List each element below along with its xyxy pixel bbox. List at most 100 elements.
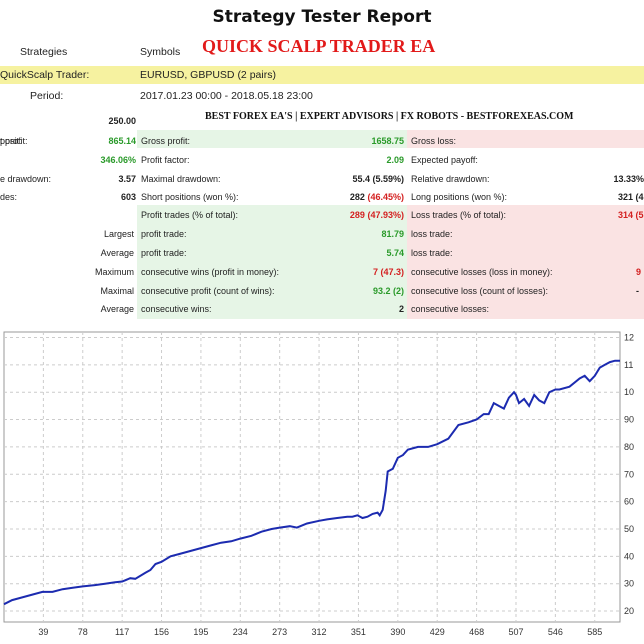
profit-trades-label: Profit trades (% of total): xyxy=(141,210,239,220)
site-banner: BEST FOREX EA'S | EXPERT ADVISORS | FX R… xyxy=(205,111,574,122)
short-positions-label: Short positions (won %): xyxy=(141,192,239,202)
chart-y-tick-label: 12 xyxy=(624,332,634,342)
gross-loss-bg xyxy=(407,130,644,148)
gross-profit-value: 1658.75 xyxy=(371,136,404,146)
loss-trades-bg xyxy=(407,205,644,319)
left-value-trades: 603 xyxy=(120,192,136,202)
symbols-value: EURUSD, GBPUSD (2 pairs) xyxy=(140,69,276,81)
chart-x-tick-label: 351 xyxy=(351,627,366,637)
consecutive-losses-money-label: consecutive losses (loss in money): xyxy=(411,267,553,277)
short-positions-count: 282 xyxy=(349,192,365,202)
chart-x-tick-label: 117 xyxy=(115,627,129,637)
short-positions-pct: (46.45%) xyxy=(367,192,404,202)
left-value-profit: 865.14 xyxy=(108,136,136,146)
strategies-header: Strategies xyxy=(20,46,68,58)
period-label: Period: xyxy=(30,90,64,102)
left-label-drawdown: e drawdown: xyxy=(0,174,52,184)
chart-y-tick-label: 90 xyxy=(624,415,634,425)
report-title: Strategy Tester Report xyxy=(212,7,432,27)
consecutive-loss-count-value: - xyxy=(636,286,639,296)
left-label-trades: des: xyxy=(0,192,18,202)
chart-frame xyxy=(3,331,621,623)
symbols-pairs: (2 pairs) xyxy=(237,69,276,81)
chart-grid xyxy=(3,331,621,623)
chart-y-tick-label: 70 xyxy=(624,469,634,479)
largest-profit-value: 81.79 xyxy=(381,229,404,239)
chart-y-ticks: 12 11 10 90 80 70 60 50 40 30 20 xyxy=(624,332,634,616)
profit-trades-pct: (47.93%) xyxy=(367,210,404,220)
average-loss-label: loss trade: xyxy=(411,248,453,258)
chart-y-tick-label: 50 xyxy=(624,524,634,534)
period-value: 2017.01.23 00:00 - 2018.05.18 23:00 xyxy=(140,90,313,102)
consecutive-profit-count-label: consecutive profit (count of wins): xyxy=(141,286,275,296)
profit-trades-value: 289 (47.93%) xyxy=(280,210,404,220)
symbols-header: Symbols xyxy=(140,46,181,58)
chart-x-tick-label: 468 xyxy=(469,627,484,637)
chart-y-tick-label: 80 xyxy=(624,442,634,452)
chart-x-tick-label: 312 xyxy=(312,627,327,637)
profit-trades-count: 289 xyxy=(349,210,365,220)
consecutive-profit-count-value: 93.2 (2) xyxy=(372,286,404,296)
long-positions-label: Long positions (won %): xyxy=(411,192,508,202)
expected-payoff-label: Expected payoff: xyxy=(411,155,478,165)
chart-x-tick-label: 195 xyxy=(193,627,208,637)
balance-line xyxy=(3,359,620,606)
left-value-deposit: 250.00 xyxy=(108,116,136,126)
maximum-prefix: Maximum xyxy=(94,267,134,277)
chart-y-tick-label: 30 xyxy=(624,579,634,589)
chart-x-tick-label: 390 xyxy=(390,627,405,637)
symbols-list: EURUSD, GBPUSD xyxy=(140,69,235,81)
chart-y-tick-label: 11 xyxy=(624,360,633,370)
chart-y-tick-label: 10 xyxy=(624,387,634,397)
gross-loss-label: Gross loss: xyxy=(411,136,457,146)
relative-drawdown-value: 13.33% xyxy=(613,174,644,184)
chart-x-tick-label: 585 xyxy=(587,627,602,637)
chart-x-tick-label: 156 xyxy=(154,627,169,637)
largest-prefix: Largest xyxy=(103,229,134,239)
consecutive-losses-label: consecutive losses: xyxy=(411,304,490,314)
chart-x-tick-label: 234 xyxy=(233,627,248,637)
loss-trades-label: Loss trades (% of total): xyxy=(411,210,507,220)
profit-trades-bg xyxy=(137,205,407,319)
chart-x-tick-label: 507 xyxy=(508,627,523,637)
consecutive-loss-count-label: consecutive loss (count of losses): xyxy=(411,286,549,296)
ea-name-heading: QUICK SCALP TRADER EA xyxy=(202,36,436,56)
left-label-deposit: posit: xyxy=(0,136,22,146)
consecutive-wins-value: 2 xyxy=(398,304,404,314)
chart-x-ticks: 39 78 117 156 195 234 273 312 351 390 429 468 507 546… xyxy=(38,627,602,637)
maximal-prefix: Maximal xyxy=(100,286,134,296)
average-prefix-2: Average xyxy=(100,304,134,314)
short-positions-value: 282 (46.45%) xyxy=(300,192,404,202)
largest-profit-label: profit trade: xyxy=(141,229,187,239)
chart-x-tick-label: 273 xyxy=(272,627,287,637)
consecutive-wins-money-label: consecutive wins (profit in money): xyxy=(141,267,280,277)
profit-factor-label: Profit factor: xyxy=(141,155,190,165)
long-positions-value: 321 (4 xyxy=(618,192,644,202)
max-drawdown-value: 55.4 (5.59%) xyxy=(352,174,404,184)
chart-y-tick-label: 40 xyxy=(624,551,634,561)
consecutive-losses-money-value: 9 xyxy=(636,267,642,277)
consecutive-wins-label: consecutive wins: xyxy=(141,304,212,314)
left-value-percent: 346.06% xyxy=(100,155,136,165)
largest-loss-label: loss trade: xyxy=(411,229,453,239)
gross-profit-label: Gross profit: xyxy=(141,136,191,146)
chart-y-tick-label: 20 xyxy=(624,606,634,616)
average-prefix: Average xyxy=(100,248,134,258)
balance-chart: 12 11 10 90 80 70 60 50 40 30 20 39 78 117 156 195 234 2… xyxy=(3,331,634,637)
chart-x-tick-label: 78 xyxy=(78,627,88,637)
chart-x-tick-label: 546 xyxy=(548,627,563,637)
left-label-profit: t profit: xyxy=(0,136,28,146)
left-value-drawdown: 3.57 xyxy=(118,174,136,184)
chart-y-tick-label: 60 xyxy=(624,497,634,507)
gross-profit-bg xyxy=(137,130,407,148)
loss-trades-value: 314 (5 xyxy=(618,210,644,220)
relative-drawdown-label: Relative drawdown: xyxy=(411,174,490,184)
strategy-row-band xyxy=(0,66,644,84)
strategy-name: QuickScalp Trader: xyxy=(0,69,90,81)
profit-factor-value: 2.09 xyxy=(386,155,404,165)
chart-x-tick-label: 429 xyxy=(430,627,445,637)
consecutive-wins-money-value: 7 (47.3) xyxy=(372,267,404,277)
average-profit-label: profit trade: xyxy=(141,248,187,258)
max-drawdown-label: Maximal drawdown: xyxy=(141,174,221,184)
average-profit-value: 5.74 xyxy=(386,248,404,258)
